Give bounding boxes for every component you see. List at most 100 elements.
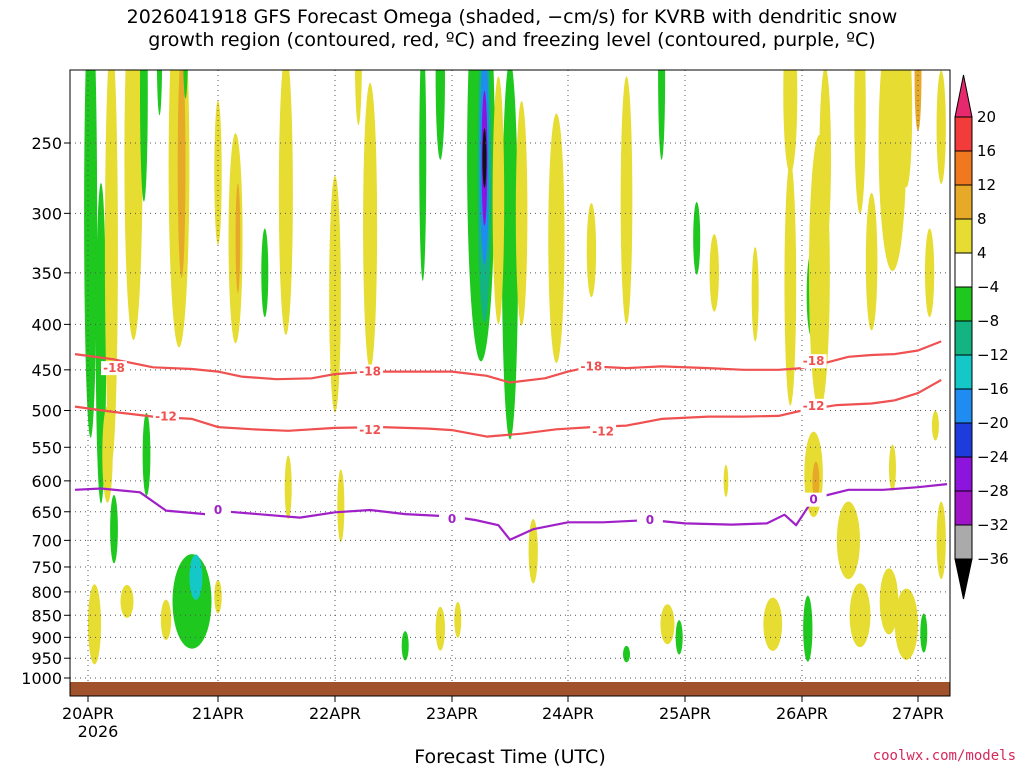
omega-patch-32 <box>586 203 597 298</box>
omega-patch-48 <box>924 228 935 318</box>
omega-patch-6 <box>156 70 163 116</box>
omega-patch-0 <box>84 70 98 438</box>
x-tick-label-6: 26APR <box>776 704 828 723</box>
colorbar-bin-7 <box>954 354 973 390</box>
colorbar-bin-6 <box>954 320 973 356</box>
colorbar-bin-1 <box>954 150 973 186</box>
colorbar-bin-4 <box>954 252 973 288</box>
colorbar-label-8: −16 <box>977 380 1009 398</box>
omega-patch-39 <box>783 70 798 174</box>
y-tick-label-13: 900 <box>31 628 62 647</box>
y-tick-label-1: 300 <box>31 204 62 223</box>
omega-patch-69 <box>920 613 928 653</box>
x-axis-label: Forecast Time (UTC) <box>414 746 606 768</box>
omega-patch-8 <box>177 70 186 278</box>
y-tick-label-10: 750 <box>31 558 62 577</box>
contour-label-1-3: -12 <box>803 399 825 413</box>
contour-label-bg <box>636 512 663 527</box>
omega-patch-65 <box>836 501 861 580</box>
colorbar-label-4: 4 <box>977 244 987 262</box>
colorbar-label-12: −32 <box>977 516 1009 534</box>
omega-patch-75 <box>284 455 292 519</box>
ground-terrain <box>70 682 950 696</box>
omega-patch-5 <box>140 70 148 202</box>
omega-patch-31 <box>548 113 565 364</box>
contour-label-bg <box>578 359 605 374</box>
omega-patch-20 <box>419 70 427 281</box>
omega-patch-70 <box>936 501 946 580</box>
chart-title-line1: 2026041918 GFS Forecast Omega (shaded, −… <box>126 6 898 28</box>
x-axis-ticks: 20APR 21APR 22APR 23APR 24APR 25APR 26APR 27APR… <box>62 696 944 741</box>
colorbar-bin-0 <box>954 116 973 152</box>
x-tick-label-4: 24APR <box>542 704 594 723</box>
omega-patch-58 <box>622 645 631 663</box>
omega-patch-18 <box>354 70 362 126</box>
omega-patch-15 <box>261 228 269 318</box>
y-tick-label-6: 550 <box>31 438 62 457</box>
omega-patch-76 <box>337 469 345 543</box>
omega-patch-56 <box>454 601 462 638</box>
x-tick-label-3: 23APR <box>426 704 478 723</box>
contour-label-bg <box>800 398 827 413</box>
omega-patch-11 <box>189 554 203 600</box>
contour-label-2-3: 0 <box>809 493 817 507</box>
contour-label-bg <box>101 361 127 376</box>
contour-label-2-0: 0 <box>214 503 222 517</box>
colorbar-bin-5 <box>954 286 973 322</box>
omega-patch-36 <box>709 234 719 312</box>
omega-patch-29 <box>492 76 505 325</box>
contour-label-0-1: -18 <box>359 365 381 379</box>
colorbar-label-1: 16 <box>977 142 996 160</box>
contour-label-1-0: -12 <box>155 410 177 424</box>
colorbar-bin-8 <box>954 388 973 424</box>
y-tick-label-0: 250 <box>31 134 62 153</box>
y-tick-label-9: 700 <box>31 531 62 550</box>
y-tick-label-15: 1000 <box>21 669 62 688</box>
omega-patch-4 <box>124 70 143 340</box>
colorbar-label-7: −12 <box>977 346 1009 364</box>
colorbar-label-11: −28 <box>977 482 1009 500</box>
omega-patch-52 <box>120 584 134 618</box>
omega-patch-71 <box>889 444 896 492</box>
omega-patch-34 <box>658 70 666 160</box>
contour-label-bg <box>205 502 231 517</box>
omega-patch-27 <box>482 128 487 188</box>
colorbar-bin-12 <box>954 524 973 560</box>
colorbar-top-arrow <box>954 74 973 118</box>
contour-label-bg <box>153 409 179 424</box>
omega-patch-62 <box>803 595 813 662</box>
omega-patch-14 <box>235 183 241 293</box>
omega-patch-38 <box>784 161 797 406</box>
omega-patch-12 <box>214 100 222 246</box>
colorbar-bin-11 <box>954 490 973 526</box>
omega-patch-57 <box>401 631 409 661</box>
colorbar: 20 16 12 8 4 −4 −8 −12 −16 −20 −24 −28 −32 −36 <box>954 74 1009 600</box>
contour-label-2-1: 0 <box>448 512 456 526</box>
omega-patch-19 <box>363 82 378 370</box>
omega-patch-13 <box>228 133 243 344</box>
colorbar-bin-3 <box>954 218 973 254</box>
x-tick-label-2: 22APR <box>309 704 361 723</box>
omega-patch-2 <box>104 70 118 463</box>
contour-label-0-3: -18 <box>803 354 825 368</box>
omega-patch-55 <box>435 606 445 651</box>
colorbar-label-2: 12 <box>977 176 996 194</box>
omega-patch-51 <box>88 584 101 665</box>
contour-label-bg <box>357 423 384 438</box>
y-tick-label-2: 350 <box>31 264 62 283</box>
y-tick-label-12: 850 <box>31 606 62 625</box>
y-tick-label-5: 500 <box>31 402 62 421</box>
omega-patch-28 <box>501 70 519 440</box>
contour-label-bg <box>357 364 384 379</box>
omega-patch-44 <box>865 192 878 331</box>
omega-patch-73 <box>142 412 151 496</box>
contour-line-0 <box>74 340 942 384</box>
contour-label-0-0: -18 <box>103 361 125 375</box>
chart-title: 2026041918 GFS Forecast Omega (shaded, −… <box>0 6 1024 52</box>
omega-patch-46 <box>900 70 913 188</box>
colorbar-label-5: −4 <box>977 278 999 296</box>
colorbar-label-6: −8 <box>977 312 999 330</box>
omega-patch-16 <box>278 70 293 335</box>
colorbar-bin-2 <box>954 184 973 220</box>
